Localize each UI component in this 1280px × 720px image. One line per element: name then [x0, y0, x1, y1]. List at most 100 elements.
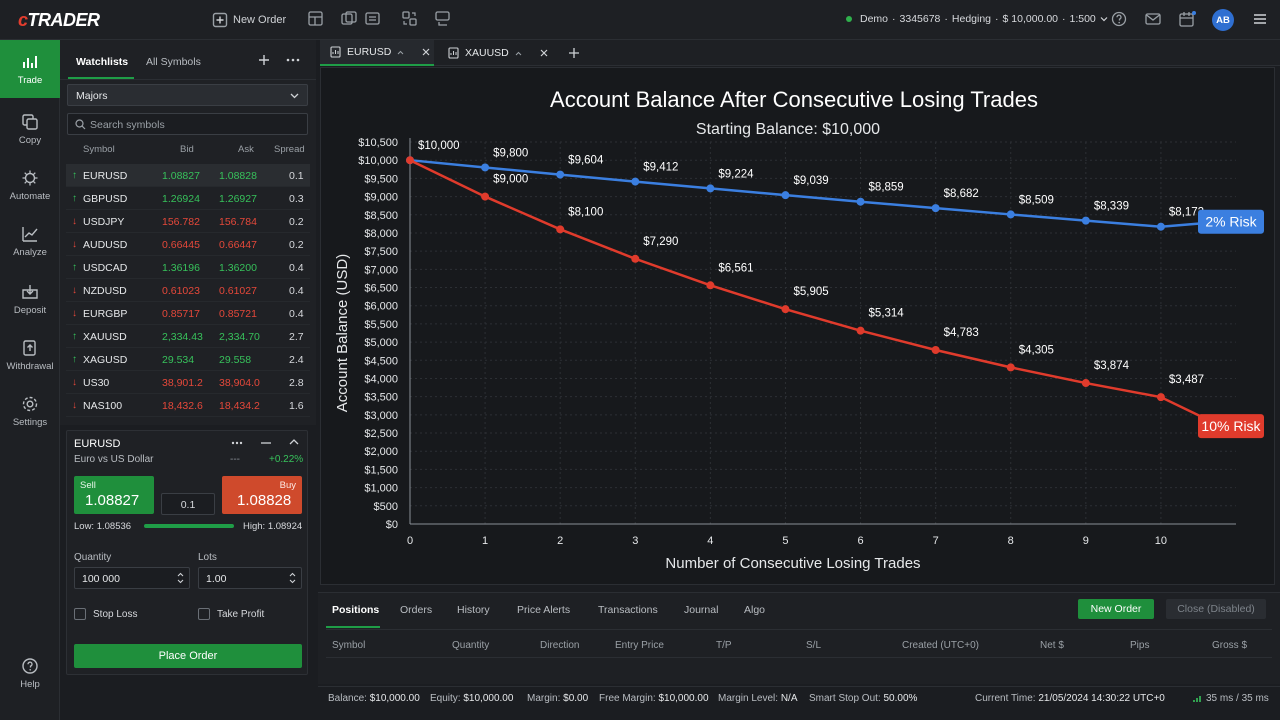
row-ask[interactable]: 1.36200: [219, 262, 257, 274]
tab-all-symbols[interactable]: All Symbols: [146, 56, 201, 68]
nav-settings[interactable]: Settings: [0, 382, 60, 440]
row-ask[interactable]: 29.558: [219, 354, 252, 366]
chevron-up-icon[interactable]: [515, 51, 522, 56]
row-bid[interactable]: 1.36196: [162, 262, 200, 274]
add-icon[interactable]: [258, 54, 270, 66]
row-ask[interactable]: 156.784: [219, 216, 257, 228]
row-bid[interactable]: 1.08827: [162, 170, 200, 182]
place-order-button[interactable]: Place Order: [74, 644, 302, 668]
layout-single-icon[interactable]: [307, 10, 325, 28]
status-margin-level: Margin Level: N/A: [718, 693, 798, 704]
close-icon[interactable]: [422, 48, 430, 56]
lots-stepper[interactable]: 1.00: [198, 567, 302, 589]
account-selector[interactable]: Demo · 3345678 · Hedging · $ 10,000.00 ·…: [846, 13, 1108, 25]
nav-analyze[interactable]: Analyze: [0, 212, 60, 270]
chevron-up-icon[interactable]: [397, 50, 404, 55]
row-ask[interactable]: 0.61027: [219, 285, 257, 297]
watchlist-row[interactable]: ↑ XAGUSD 29.534 29.558 2.4: [66, 348, 310, 371]
collapse-icon[interactable]: [289, 438, 299, 446]
watchlist-row[interactable]: ↑ USDCAD 1.36196 1.36200 0.4: [66, 256, 310, 279]
row-spread: 2.8: [289, 377, 304, 389]
watchlist-row[interactable]: ↓ US30 38,901.2 38,904.0 2.8: [66, 371, 310, 394]
layout-multi-icon[interactable]: [364, 10, 382, 28]
avatar[interactable]: AB: [1212, 9, 1234, 31]
watchlist-row[interactable]: ↓ NAS100 18,432.6 18,434.2 1.6: [66, 394, 310, 417]
arrow-up-icon: ↑: [72, 193, 77, 204]
tab-xauusd[interactable]: XAUUSD: [438, 40, 552, 66]
row-bid[interactable]: 1.26924: [162, 193, 200, 205]
close-icon[interactable]: [540, 49, 548, 57]
watchlist-select[interactable]: Majors: [67, 84, 308, 106]
help-icon[interactable]: [1110, 10, 1128, 28]
tab-price-alerts[interactable]: Price Alerts: [517, 604, 571, 616]
tab-history[interactable]: History: [457, 604, 490, 616]
row-spread: 0.4: [289, 285, 304, 297]
watchlist-row[interactable]: ↓ AUDUSD 0.66445 0.66447 0.2: [66, 233, 310, 256]
nav-deposit[interactable]: Deposit: [0, 270, 60, 328]
symbol-search-input[interactable]: Search symbols: [67, 113, 308, 135]
data-label: $5,314: [869, 308, 905, 320]
nav-help[interactable]: Help: [0, 644, 60, 702]
layout-double-icon[interactable]: [340, 10, 358, 28]
add-tab-icon[interactable]: [568, 47, 580, 59]
minimize-icon[interactable]: [261, 442, 271, 444]
new-order-button[interactable]: New Order: [1078, 599, 1154, 619]
row-spread: 0.4: [289, 262, 304, 274]
tab-transactions[interactable]: Transactions: [598, 604, 658, 616]
sell-button[interactable]: Sell 1.08827: [74, 476, 154, 514]
tab-orders[interactable]: Orders: [400, 604, 433, 616]
more-icon[interactable]: [231, 441, 243, 445]
nav-automate[interactable]: Automate: [0, 156, 60, 214]
y-tick-label: $1,500: [364, 464, 398, 476]
menu-icon[interactable]: [1251, 10, 1269, 28]
row-ask[interactable]: 38,904.0: [219, 377, 260, 389]
tab-algo[interactable]: Algo: [744, 604, 766, 616]
arrow-up-icon: ↑: [72, 331, 77, 342]
watchlist-row[interactable]: ↑ GBPUSD 1.26924 1.26927 0.3: [66, 187, 310, 210]
row-bid[interactable]: 0.66445: [162, 239, 200, 251]
x-tick-label: 5: [782, 535, 788, 547]
calendar-icon[interactable]: [1178, 10, 1196, 28]
tab-eurusd[interactable]: EURUSD: [320, 40, 434, 66]
ctrader-logo[interactable]: cTRADER: [18, 10, 100, 30]
balance-chart[interactable]: Account Balance After Consecutive Losing…: [321, 68, 1276, 586]
stepper-icon[interactable]: [289, 572, 296, 584]
row-bid[interactable]: 29.534: [162, 354, 195, 366]
row-ask[interactable]: 18,434.2: [219, 400, 260, 412]
stepper-icon[interactable]: [177, 572, 184, 584]
row-ask[interactable]: 0.66447: [219, 239, 257, 251]
row-bid[interactable]: 0.61023: [162, 285, 200, 297]
more-icon[interactable]: [286, 54, 300, 66]
row-bid[interactable]: 2,334.43: [162, 331, 203, 343]
row-bid[interactable]: 38,901.2: [162, 377, 203, 389]
watchlist-row[interactable]: ↓ USDJPY 156.782 156.784 0.2: [66, 210, 310, 233]
row-ask[interactable]: 1.08828: [219, 170, 257, 182]
layout-detach-icon[interactable]: [434, 10, 452, 28]
row-ask[interactable]: 1.26927: [219, 193, 257, 205]
quantity-stepper[interactable]: 100 000: [74, 567, 190, 589]
data-point: [1006, 210, 1015, 219]
row-bid[interactable]: 156.782: [162, 216, 200, 228]
watchlist-row[interactable]: ↑ EURUSD 1.08827 1.08828 0.1: [66, 164, 310, 187]
row-bid[interactable]: 0.85717: [162, 308, 200, 320]
swap-workspace-icon[interactable]: [401, 10, 419, 28]
mail-icon[interactable]: [1144, 10, 1162, 28]
row-spread: 0.3: [289, 193, 304, 205]
nav-withdrawal[interactable]: Withdrawal: [0, 326, 60, 384]
watchlist-row[interactable]: ↓ EURGBP 0.85717 0.85721 0.4: [66, 302, 310, 325]
nav-trade[interactable]: Trade: [0, 40, 60, 98]
stop-loss-checkbox[interactable]: [74, 608, 86, 620]
watchlist-row[interactable]: ↓ NZDUSD 0.61023 0.61027 0.4: [66, 279, 310, 302]
row-bid[interactable]: 18,432.6: [162, 400, 203, 412]
tab-positions[interactable]: Positions: [332, 604, 380, 616]
tab-watchlists[interactable]: Watchlists: [76, 56, 129, 68]
new-order-button[interactable]: New Order: [212, 10, 286, 30]
tab-journal[interactable]: Journal: [684, 604, 719, 616]
take-profit-checkbox[interactable]: [198, 608, 210, 620]
row-ask[interactable]: 0.85721: [219, 308, 257, 320]
watchlist-row[interactable]: ↑ XAUUSD 2,334.43 2,334.70 2.7: [66, 325, 310, 348]
buy-button[interactable]: Buy 1.08828: [222, 476, 302, 514]
row-ask[interactable]: 2,334.70: [219, 331, 260, 343]
order-ticket: EURUSD Euro vs US Dollar --- +0.22% Sell…: [66, 430, 308, 675]
nav-copy[interactable]: Copy: [0, 100, 60, 158]
